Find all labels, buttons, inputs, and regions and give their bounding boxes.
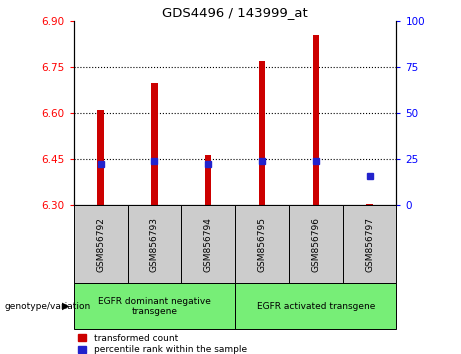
Bar [289, 205, 343, 283]
Text: EGFR activated transgene: EGFR activated transgene [257, 302, 375, 311]
Bar [97, 110, 104, 205]
Bar [181, 205, 235, 283]
Bar [151, 82, 158, 205]
Text: GSM856794: GSM856794 [204, 217, 213, 272]
Bar [343, 205, 396, 283]
Text: GSM856795: GSM856795 [258, 217, 266, 272]
Bar [366, 204, 373, 205]
Bar [313, 35, 319, 205]
Bar [128, 205, 181, 283]
Bar [259, 61, 265, 205]
Text: GSM856793: GSM856793 [150, 217, 159, 272]
Bar [205, 155, 212, 205]
Bar [74, 283, 235, 329]
Legend: transformed count, percentile rank within the sample: transformed count, percentile rank withi… [78, 334, 247, 354]
Bar [235, 283, 396, 329]
Text: ▶: ▶ [62, 301, 69, 311]
Bar [74, 205, 128, 283]
Bar [235, 205, 289, 283]
Text: genotype/variation: genotype/variation [5, 302, 91, 311]
Text: GSM856796: GSM856796 [311, 217, 320, 272]
Title: GDS4496 / 143999_at: GDS4496 / 143999_at [162, 6, 308, 19]
Text: GSM856792: GSM856792 [96, 217, 105, 272]
Text: GSM856797: GSM856797 [365, 217, 374, 272]
Text: EGFR dominant negative
transgene: EGFR dominant negative transgene [98, 297, 211, 316]
